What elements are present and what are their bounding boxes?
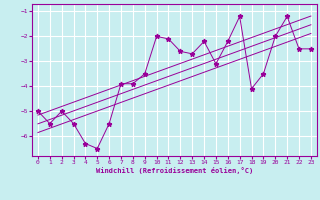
X-axis label: Windchill (Refroidissement éolien,°C): Windchill (Refroidissement éolien,°C) (96, 167, 253, 174)
